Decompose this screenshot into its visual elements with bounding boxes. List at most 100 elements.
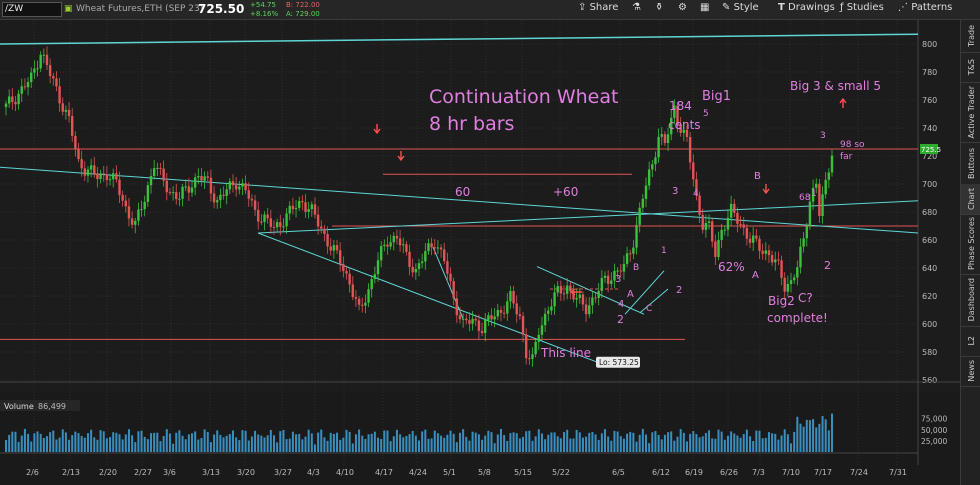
candle-body <box>783 277 786 292</box>
candle-body <box>338 250 342 265</box>
candle-body <box>402 244 405 246</box>
candle-body <box>745 227 749 239</box>
share-button[interactable]: ⇪ Share <box>578 2 619 13</box>
volume-bar <box>52 430 55 452</box>
candle-body <box>509 291 512 302</box>
candle-body <box>301 200 304 203</box>
volume-bar <box>231 430 234 452</box>
volume-bar <box>534 436 537 452</box>
annotation-label: 3 <box>615 274 621 285</box>
sidebar-tab-label: Buttons <box>966 147 976 179</box>
candle-body <box>723 229 727 231</box>
studies-button[interactable]: ƒ Studies <box>840 2 884 13</box>
y-tick-label: 660 <box>922 236 937 245</box>
annotation-label: 2 <box>824 259 831 272</box>
volume-bar <box>269 429 272 452</box>
candle-body <box>578 294 581 298</box>
volume-bar <box>436 433 439 452</box>
candle-body <box>23 86 27 88</box>
volume-bar <box>61 429 64 452</box>
candle-body <box>219 194 222 201</box>
volume-bar <box>600 433 603 452</box>
volume-bar <box>58 437 61 452</box>
volume-bar <box>518 438 521 452</box>
gear-icon[interactable]: ⚙ <box>678 2 687 13</box>
volume-bar <box>667 432 670 452</box>
annotation-label: C <box>646 304 652 314</box>
annotation-label: 1 <box>661 246 667 256</box>
sidebar-tab-buttons[interactable]: Buttons <box>961 142 980 185</box>
volume-bar <box>414 435 417 452</box>
sidebar-tab-dashboard[interactable]: Dashboard <box>961 274 980 327</box>
candle-body <box>370 279 373 290</box>
volume-bar <box>11 431 14 452</box>
candle-body <box>162 168 165 181</box>
volume-bar <box>213 434 216 452</box>
candle-body <box>99 173 102 180</box>
volume-bar <box>701 436 704 452</box>
sidebar-tab-chart[interactable]: Chart <box>961 184 980 215</box>
candle-body <box>143 201 146 210</box>
link-icon[interactable]: ▣ <box>64 4 73 14</box>
candle-body <box>780 260 783 278</box>
y-tick-label: 600 <box>922 320 937 329</box>
beaker-icon[interactable]: ⚱ <box>655 2 664 13</box>
flask-icon[interactable]: ⚗ <box>632 2 641 13</box>
volume-bar <box>216 430 219 452</box>
volume-bar <box>320 429 323 452</box>
candle-body <box>326 233 329 247</box>
patterns-button[interactable]: ⋰ Patterns <box>898 2 953 13</box>
volume-bar <box>745 429 748 452</box>
candle-body <box>64 109 68 112</box>
volume-bar <box>644 434 647 452</box>
candle-body <box>304 202 307 212</box>
sidebar-tab-news[interactable]: News <box>961 356 980 387</box>
candle-body <box>275 222 279 228</box>
candle-body <box>496 310 500 317</box>
volume-bar <box>443 437 446 452</box>
volume-bar <box>808 420 811 452</box>
style-button[interactable]: ✎ Style <box>722 2 759 13</box>
symbol-input[interactable]: /ZW <box>2 2 62 17</box>
sidebar-tab-t-s[interactable]: T&S <box>961 52 980 83</box>
candle-body <box>137 209 140 221</box>
candle-body <box>654 157 657 165</box>
volume-bar <box>222 437 225 452</box>
volume-bar <box>178 430 181 452</box>
volume-bar <box>187 434 190 452</box>
volume-bar <box>499 428 502 452</box>
volume-bar <box>184 439 187 452</box>
up-arrow-icon <box>839 97 847 108</box>
price-chart[interactable]: 5605806006206406606807007207407607808002… <box>0 20 960 485</box>
sidebar-tab-phase-scores[interactable]: Phase Scores <box>961 214 980 275</box>
candle-body <box>748 238 752 243</box>
volume-bar <box>90 429 93 452</box>
instrument-name: Wheat Futures,ETH (SEP 23) <box>76 4 204 14</box>
volume-bar <box>392 436 395 452</box>
candle-body <box>310 204 314 210</box>
volume-bar <box>42 437 45 452</box>
volume-bar <box>165 429 168 452</box>
candle-body <box>682 129 686 133</box>
volume-bar <box>354 434 357 452</box>
volume-bar <box>607 436 610 452</box>
drawings-button[interactable]: T Drawings <box>778 2 835 13</box>
annotation-label: 4 <box>693 189 699 199</box>
sidebar-tab-trade[interactable]: Trade <box>961 20 980 53</box>
volume-bar <box>358 429 361 452</box>
volume-bar <box>698 437 701 452</box>
grid-icon[interactable]: ▦ <box>700 2 710 13</box>
volume-bar <box>503 435 506 452</box>
annotation-label: 2 <box>676 285 682 296</box>
sidebar-tab-l2[interactable]: L2 <box>961 326 980 357</box>
price-axis <box>918 20 960 392</box>
volume-bar <box>86 433 89 452</box>
candle-body <box>152 168 156 177</box>
x-tick-label: 7/3 <box>752 468 765 477</box>
candle-body <box>698 195 701 215</box>
candle-body <box>285 213 288 227</box>
sidebar-tab-active-trader[interactable]: Active Trader <box>961 82 980 143</box>
ask-price: A: 729.00 <box>286 10 320 18</box>
volume-bar <box>553 432 556 452</box>
candle-body <box>714 241 717 257</box>
